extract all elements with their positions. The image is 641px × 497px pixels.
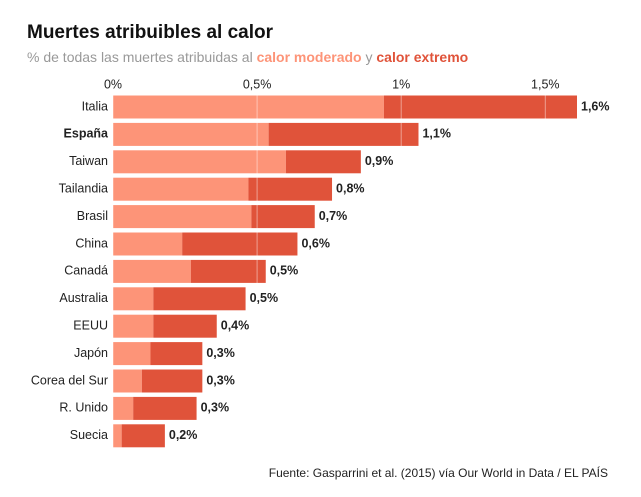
category-label: España — [64, 127, 110, 141]
value-label: 0,3% — [201, 401, 230, 415]
bar-segment — [113, 150, 286, 174]
value-label: 0,3% — [206, 373, 235, 387]
category-label: EEUU — [73, 318, 108, 332]
category-label: Japón — [74, 346, 108, 360]
category-label: Australia — [59, 291, 108, 305]
value-label: 0,4% — [221, 318, 250, 332]
value-label: 0,8% — [336, 181, 365, 195]
bar-segment — [113, 122, 269, 146]
category-label: Suecia — [70, 428, 108, 442]
category-label: Taiwan — [69, 154, 108, 168]
bar-segment — [153, 314, 217, 338]
x-tick-label: 1% — [392, 77, 410, 91]
bar-segment — [113, 314, 154, 338]
bar-segment — [285, 150, 361, 174]
bar-segment — [113, 95, 384, 119]
value-label: 0,9% — [365, 154, 394, 168]
value-label: 0,7% — [319, 209, 348, 223]
subtitle-text: % de todas las muertes atribuidas al — [27, 49, 253, 65]
bar-segment — [113, 396, 134, 420]
bar-segment — [113, 369, 142, 393]
value-label: 1,1% — [422, 127, 451, 141]
value-label: 1,6% — [581, 99, 610, 113]
bar-segment — [113, 424, 122, 448]
bar-segment — [113, 177, 249, 201]
x-tick-label: 1,5% — [531, 77, 560, 91]
bar-segment — [182, 232, 298, 256]
category-label: Brasil — [77, 209, 108, 223]
bar-segment — [251, 205, 315, 229]
bar-segment — [383, 95, 577, 119]
subtitle-text: y — [365, 49, 373, 65]
bar-segment — [113, 342, 151, 366]
bar-segment — [113, 232, 183, 256]
bar-segment — [268, 122, 419, 146]
bar-segment — [133, 396, 197, 420]
value-label: 0,5% — [250, 291, 278, 305]
bar-segment — [121, 424, 165, 448]
bar-segment — [190, 259, 266, 283]
category-label: Italia — [82, 99, 108, 113]
category-label: China — [75, 236, 108, 250]
value-label: 0,3% — [206, 346, 235, 360]
bar-segment — [141, 369, 203, 393]
bar-segment — [113, 259, 191, 283]
category-label: Canadá — [64, 264, 108, 278]
subtitle: % de todas las muertes atribuidas al cal… — [27, 49, 468, 65]
value-label: 0,6% — [301, 236, 330, 250]
x-tick-label: 0% — [104, 77, 122, 91]
legend-extreme: calor extremo — [376, 49, 469, 65]
bar-segment — [113, 205, 252, 229]
bar-segment — [150, 342, 203, 366]
category-label: Tailandia — [59, 181, 108, 195]
bar-segment — [113, 287, 154, 311]
chart-title: Muertes atribuibles al calor — [27, 22, 274, 43]
source: Fuente: Gasparrini et al. (2015) vía Our… — [269, 465, 608, 480]
category-label: Corea del Sur — [31, 373, 108, 387]
bar-segment — [248, 177, 333, 201]
x-tick-label: 0,5% — [243, 77, 272, 91]
legend-moderate: calor moderado — [256, 49, 362, 65]
value-label: 0,2% — [169, 428, 198, 442]
value-label: 0,5% — [270, 264, 299, 278]
category-label: R. Unido — [59, 401, 108, 415]
bar-segment — [153, 287, 246, 311]
